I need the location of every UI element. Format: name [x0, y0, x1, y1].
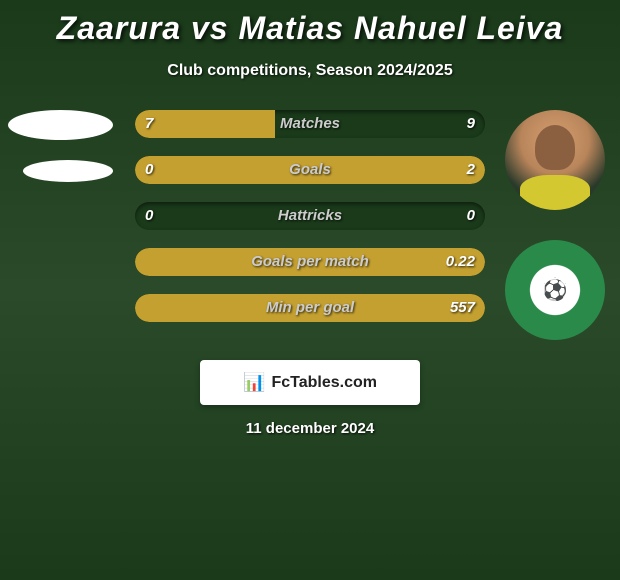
chart-icon: 📊 — [243, 372, 265, 393]
club-badge-icon — [505, 240, 605, 340]
player-avatar — [505, 110, 605, 210]
stat-bars: 7 Matches 9 0 Goals 2 0 Hattricks 0 Goal… — [135, 110, 485, 340]
stat-label: Hattricks — [135, 202, 485, 230]
stat-row-mpg: Min per goal 557 — [135, 294, 485, 322]
comparison-title: Zaarura vs Matias Nahuel Leiva — [0, 0, 620, 47]
stat-label: Goals per match — [135, 248, 485, 276]
club-placeholder-1 — [23, 160, 113, 182]
player-placeholder-1 — [8, 110, 113, 140]
branding-box[interactable]: 📊 FcTables.com — [200, 360, 420, 405]
stat-right-val: 2 — [467, 156, 475, 184]
season-subtitle: Club competitions, Season 2024/2025 — [0, 62, 620, 80]
stat-label: Min per goal — [135, 294, 485, 322]
left-player-col — [8, 110, 118, 202]
stats-content: 7 Matches 9 0 Goals 2 0 Hattricks 0 Goal… — [0, 110, 620, 350]
date-label: 11 december 2024 — [0, 420, 620, 437]
right-player-col — [505, 110, 605, 340]
stat-row-gpm: Goals per match 0.22 — [135, 248, 485, 276]
stat-label: Matches — [135, 110, 485, 138]
stat-row-matches: 7 Matches 9 — [135, 110, 485, 138]
branding-text: FcTables.com — [271, 374, 377, 392]
stat-label: Goals — [135, 156, 485, 184]
stat-right-val: 0 — [467, 202, 475, 230]
stat-row-hattricks: 0 Hattricks 0 — [135, 202, 485, 230]
stat-right-val: 557 — [450, 294, 475, 322]
stat-row-goals: 0 Goals 2 — [135, 156, 485, 184]
stat-right-val: 0.22 — [446, 248, 475, 276]
stat-right-val: 9 — [467, 110, 475, 138]
